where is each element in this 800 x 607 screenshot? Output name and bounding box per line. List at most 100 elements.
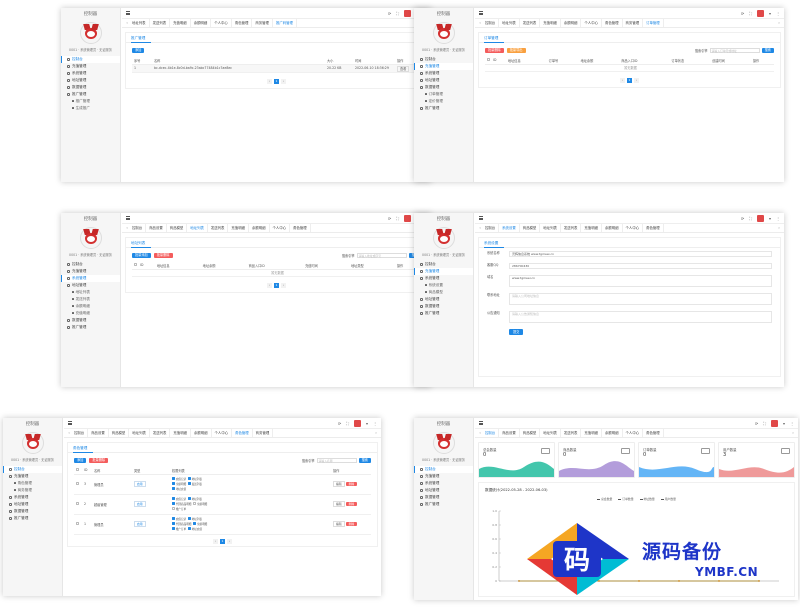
menu-data[interactable]: 数据管理 <box>61 84 120 91</box>
tab-item[interactable]: 发送列表 <box>150 19 171 27</box>
menu-dashboard[interactable]: 控制台 <box>414 56 473 63</box>
fullscreen-icon[interactable]: ⛶ <box>749 11 752 16</box>
tab-item[interactable]: 充值明细 <box>540 19 561 27</box>
menu-address[interactable]: 地址管理 <box>3 501 62 508</box>
tab-item[interactable]: 充值明细 <box>170 429 191 437</box>
tab-item[interactable]: 充值明细 <box>170 19 191 27</box>
address-textarea[interactable]: 请输入公司地址信息 <box>509 293 772 305</box>
legend-item[interactable]: 总会数量 <box>597 497 612 501</box>
menu-promo[interactable]: 推广管理 <box>61 324 120 331</box>
next-page-icon[interactable]: › <box>281 282 286 288</box>
menu-address[interactable]: 地址管理 <box>414 487 473 494</box>
tab-item[interactable]: 余额明细 <box>602 429 623 437</box>
submenu-business[interactable]: 商务管理 <box>3 487 62 494</box>
tab-item[interactable]: 商品设置 <box>88 429 109 437</box>
delete-button[interactable]: 删除 <box>345 522 358 526</box>
menu-recharge[interactable]: 充值管理 <box>414 63 473 70</box>
menu-recharge[interactable]: 充值管理 <box>414 268 473 275</box>
menu-promo[interactable]: 推广管理 <box>414 105 473 112</box>
user-avatar[interactable] <box>756 215 764 222</box>
perm-checkbox[interactable] <box>172 476 175 480</box>
page-number[interactable]: 1 <box>274 282 279 288</box>
tab-item[interactable]: 控制台 <box>482 19 500 27</box>
menu-data[interactable]: 数据管理 <box>414 303 473 310</box>
submenu-role[interactable]: 角色管理 <box>3 480 62 487</box>
perm-checkbox[interactable] <box>172 501 175 505</box>
perm-checkbox[interactable] <box>172 481 175 485</box>
prev-page-icon[interactable]: ‹ <box>620 77 625 83</box>
tab-item-active[interactable]: 地址列表 <box>187 224 208 232</box>
submit-button[interactable]: 提交 <box>509 329 524 335</box>
user-avatar[interactable] <box>353 420 361 427</box>
submenu-promo-generate[interactable]: 生成推广 <box>61 105 120 112</box>
row-checkbox[interactable] <box>76 482 79 485</box>
view-link[interactable]: 查看 <box>397 65 410 72</box>
menu-address[interactable]: 地址管理 <box>61 282 120 289</box>
select-all-checkbox[interactable] <box>76 468 79 472</box>
tab-scroll-left-icon[interactable]: ‹ <box>479 21 481 25</box>
tab-item[interactable]: 商品模型 <box>109 429 130 437</box>
menu-system[interactable]: 系统管理 <box>414 275 473 282</box>
perm-checkbox[interactable] <box>172 486 175 490</box>
more-icon[interactable]: ⋮ <box>776 11 780 16</box>
perm-checkbox[interactable] <box>172 496 175 500</box>
menu-data[interactable]: 数据管理 <box>61 317 120 324</box>
tab-item[interactable]: 商务管理 <box>253 429 274 437</box>
tab-item[interactable]: 个人中心 <box>270 224 291 232</box>
tab-item[interactable]: 商品模型 <box>167 224 188 232</box>
tab-scroll-left-icon[interactable]: ‹ <box>126 226 128 230</box>
hamburger-icon[interactable] <box>479 421 483 425</box>
menu-promo[interactable]: 推广管理 <box>3 515 62 522</box>
tab-item[interactable]: 角色管理 <box>643 429 664 437</box>
tab-item[interactable]: 控制台 <box>71 429 89 437</box>
tab-item[interactable]: 角色管理 <box>290 224 311 232</box>
refresh-icon[interactable]: ⟳ <box>387 216 392 221</box>
row-checkbox[interactable] <box>76 502 79 505</box>
page-number[interactable]: 1 <box>220 538 225 544</box>
perm-checkbox[interactable] <box>172 526 175 530</box>
tab-item[interactable]: 商务管理 <box>623 19 644 27</box>
submenu-product-model[interactable]: 商品模型 <box>414 289 473 296</box>
tab-item[interactable]: 发送列表 <box>150 429 171 437</box>
tab-item-active[interactable]: 控制台 <box>482 429 500 437</box>
prev-page-icon[interactable]: ‹ <box>213 538 218 544</box>
tab-item[interactable]: 地址列表 <box>540 224 561 232</box>
tab-item[interactable]: 商品设置 <box>499 429 520 437</box>
legend-item[interactable]: 订单数量 <box>618 497 633 501</box>
prev-page-icon[interactable]: ‹ <box>267 282 272 288</box>
submenu-pricing[interactable]: 定价管理 <box>414 98 473 105</box>
tab-item-active[interactable]: 系统设置 <box>499 224 520 232</box>
edit-button[interactable]: 编辑 <box>333 501 345 507</box>
menu-system[interactable]: 系统管理 <box>61 275 120 282</box>
menu-promo[interactable]: 推广管理 <box>414 501 473 508</box>
batch-export-button[interactable]: 批量导出 <box>506 48 526 53</box>
menu-promo[interactable]: 推广管理 <box>61 91 120 98</box>
search-input[interactable]: 请输入名称 <box>316 458 357 463</box>
tab-item[interactable]: 余额明细 <box>191 19 212 27</box>
system-name-input[interactable]: 灵辉信息系统 www.tgmeei.cn <box>509 251 772 257</box>
user-avatar[interactable] <box>770 420 778 427</box>
tab-item-active[interactable]: 订单管理 <box>643 19 664 27</box>
tab-scroll-right-icon[interactable]: › <box>778 21 780 25</box>
tab-scroll-left-icon[interactable]: ‹ <box>126 21 128 25</box>
row-checkbox[interactable] <box>76 522 79 525</box>
tab-item[interactable]: 商品模型 <box>520 429 541 437</box>
batch-delete-button[interactable]: 批量删除 <box>485 48 504 53</box>
hamburger-icon[interactable] <box>479 11 483 15</box>
hamburger-icon[interactable] <box>479 216 483 220</box>
search-input[interactable]: 请输入订单号或地址 <box>709 48 760 53</box>
notice-textarea[interactable]: 请输入公告通知信息 <box>509 311 772 323</box>
edit-button[interactable]: 编辑 <box>333 481 345 487</box>
submenu-recharge-detail[interactable]: 充值明细 <box>61 310 120 317</box>
tab-item[interactable]: 个人中心 <box>212 429 233 437</box>
user-avatar[interactable] <box>403 10 411 17</box>
more-icon[interactable]: ⋮ <box>790 421 794 426</box>
search-button[interactable]: 搜索 <box>761 48 774 53</box>
menu-dashboard[interactable]: 控制台 <box>414 466 473 473</box>
chevron-down-icon[interactable]: ▾ <box>768 216 771 221</box>
perm-checkbox[interactable] <box>187 516 191 520</box>
menu-dashboard[interactable]: 控制台 <box>61 56 120 63</box>
menu-address[interactable]: 地址管理 <box>61 77 120 84</box>
tab-item-active[interactable]: 推广码管理 <box>273 19 297 27</box>
hamburger-icon[interactable] <box>126 11 130 15</box>
